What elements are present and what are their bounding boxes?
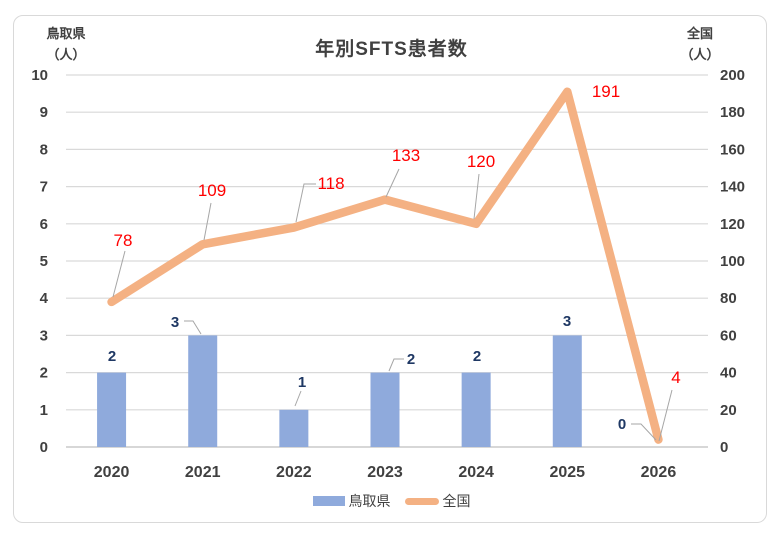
left-axis-tick-label: 4 (40, 290, 49, 307)
leader-bar-label-2021 (184, 320, 202, 335)
left-axis-tick-label: 9 (40, 104, 48, 121)
x-axis-label: 2022 (276, 464, 312, 481)
line-data-label-2025: 191 (592, 82, 620, 101)
bar-data-label-2026: 0 (618, 416, 626, 433)
right-axis-tick-label: 120 (720, 216, 745, 233)
left-axis-tick-label: 5 (40, 253, 48, 270)
left-axis-tick-label: 3 (40, 327, 48, 344)
line-data-label-2026: 4 (671, 368, 680, 387)
leader-line-label-2021 (203, 202, 212, 241)
x-axis-label: 2026 (641, 464, 677, 481)
x-axis-label: 2023 (367, 464, 403, 481)
left-axis-tick-label: 1 (40, 402, 48, 419)
left-axis-title: 鳥取県 (46, 26, 86, 41)
chart-title: 年別SFTS患者数 (315, 39, 468, 60)
right-axis-unit: （人） (680, 47, 720, 62)
legend-line-label: 全国 (442, 493, 471, 509)
left-axis-tick-label: 6 (40, 216, 48, 233)
left-axis-unit: （人） (46, 47, 86, 62)
bar-data-label-2021: 3 (171, 314, 179, 331)
left-axis-tick-label: 10 (31, 67, 48, 84)
bar-2024 (461, 372, 491, 447)
line-data-label-2020: 78 (114, 231, 133, 250)
bar-data-label-2024: 2 (473, 348, 481, 365)
bar-2020 (97, 372, 127, 447)
right-axis-tick-label: 140 (720, 179, 745, 196)
right-axis-tick-label: 60 (720, 327, 737, 344)
bar-data-label-2023: 2 (407, 351, 415, 368)
bar-data-label-2020: 2 (108, 348, 116, 365)
right-axis-tick-label: 180 (720, 104, 745, 121)
left-axis-tick-label: 8 (40, 141, 48, 158)
line-data-label-2024: 120 (467, 152, 495, 171)
legend-bar-label: 鳥取県 (348, 493, 391, 509)
bar-data-label-2025: 3 (563, 313, 571, 330)
line-data-label-2023: 133 (392, 146, 420, 165)
x-axis-label: 2024 (458, 464, 494, 481)
bar-2022 (279, 409, 309, 447)
leader-bar-label-2026 (631, 423, 657, 441)
right-axis-tick-label: 100 (720, 253, 745, 270)
right-axis-tick-label: 20 (720, 402, 737, 419)
bar-data-label-2022: 1 (298, 374, 306, 391)
chart-border (13, 15, 767, 523)
leader-line-label-2024 (473, 173, 480, 220)
x-axis-label: 2021 (185, 464, 221, 481)
left-axis-tick-label: 2 (40, 365, 48, 382)
bar-2023 (370, 372, 400, 447)
right-axis-tick-label: 40 (720, 365, 737, 382)
leader-line-label-2026 (658, 389, 673, 442)
legend-item-bar: 鳥取県 (312, 491, 391, 511)
leader-line-label-2023 (385, 168, 400, 198)
left-axis-tick-label: 0 (40, 439, 48, 456)
legend: 鳥取県 全国 (0, 491, 783, 511)
right-axis-tick-label: 0 (720, 439, 728, 456)
line-data-label-2021: 109 (198, 181, 226, 200)
line-series-swatch-icon (404, 497, 439, 505)
leader-line-label-2020 (112, 250, 126, 298)
right-axis-tick-label: 200 (720, 67, 745, 84)
right-axis-tick-label: 160 (720, 141, 745, 158)
leader-line-label-2022 (295, 183, 316, 223)
x-axis-label: 2025 (549, 464, 585, 481)
bar-2021 (188, 335, 218, 447)
leader-bar-label-2022 (294, 390, 302, 407)
bar-2025 (552, 335, 582, 447)
legend-item-line: 全国 (404, 491, 471, 511)
left-axis-tick-label: 7 (40, 179, 48, 196)
line-series (107, 87, 663, 444)
right-axis-title: 全国 (686, 26, 713, 41)
leader-bar-label-2023 (388, 358, 404, 372)
bar-series-swatch-icon (312, 496, 345, 506)
x-axis-label: 2020 (94, 464, 130, 481)
line-data-label-2022: 118 (317, 174, 344, 193)
right-axis-tick-label: 80 (720, 290, 737, 307)
